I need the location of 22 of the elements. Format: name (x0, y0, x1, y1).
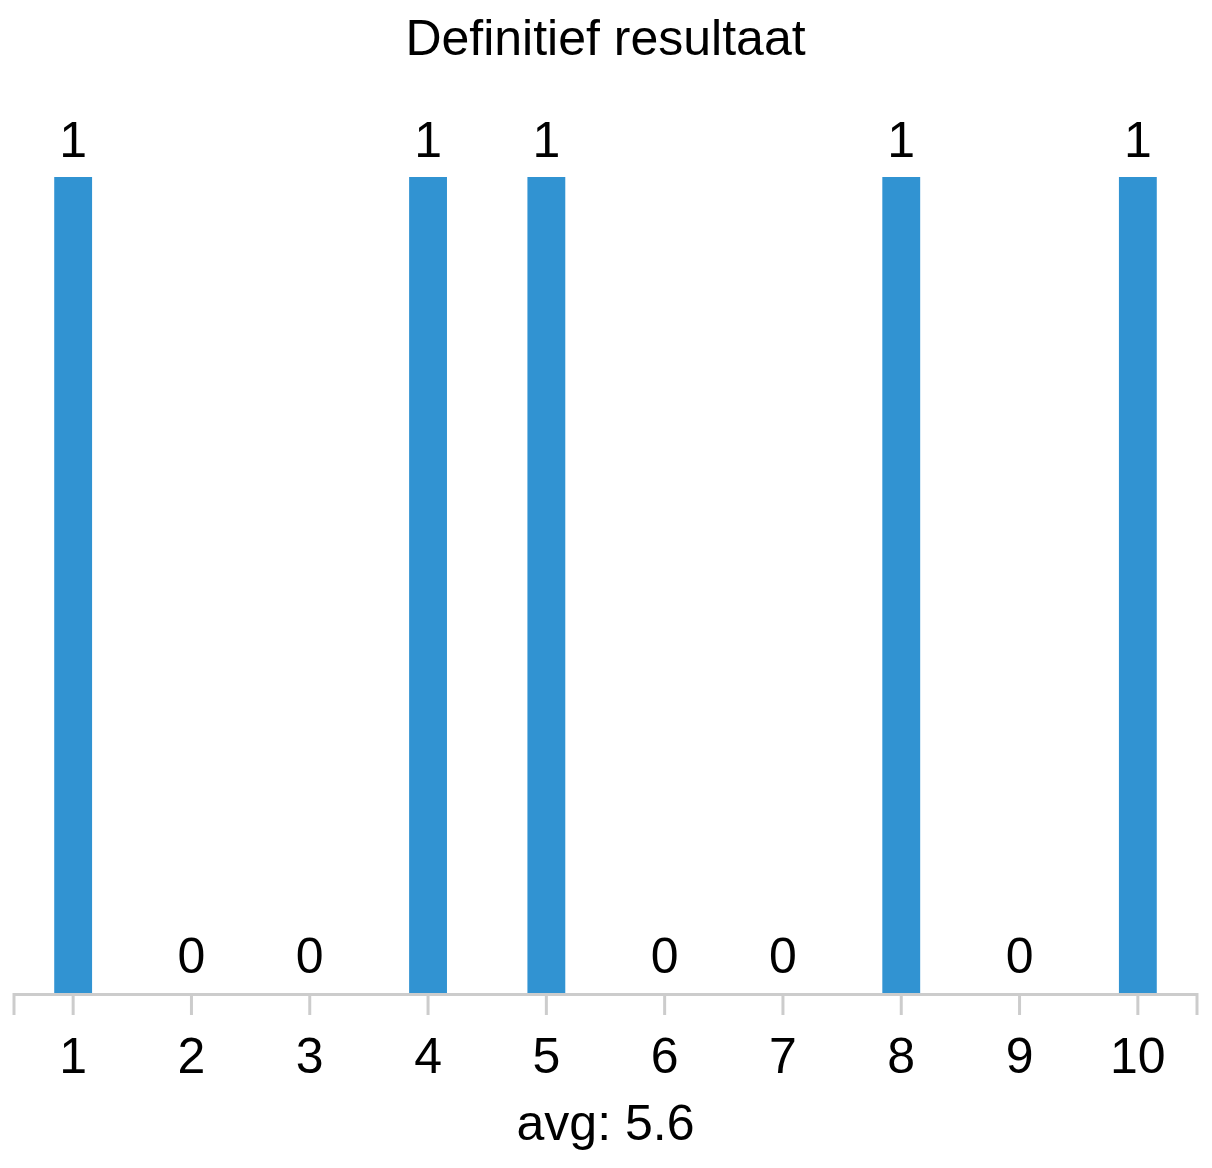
data-label: 0 (769, 928, 797, 984)
data-label: 1 (414, 112, 442, 168)
x-tick-label: 7 (769, 1028, 797, 1084)
data-label: 0 (295, 928, 324, 984)
data-label: 0 (177, 928, 206, 984)
chart-title: Definitief resultaat (405, 10, 806, 66)
x-tick-label: 9 (1005, 1028, 1034, 1084)
x-tick-label: 10 (1110, 1028, 1166, 1084)
data-label: 0 (650, 928, 679, 984)
data-label: 0 (1005, 928, 1034, 984)
data-label: 1 (59, 112, 88, 168)
data-label: 1 (887, 112, 916, 168)
text: avg: 5.6 (516, 1095, 695, 1151)
x-tick-label: 5 (532, 1028, 561, 1084)
x-tick-label: 3 (295, 1028, 324, 1084)
x-tick-label: 8 (887, 1028, 916, 1084)
data-label: 1 (532, 112, 561, 168)
x-tick-label: 1 (59, 1028, 88, 1084)
x-tick-label: 2 (177, 1028, 206, 1084)
data-label: 1 (1123, 112, 1152, 168)
x-tick-label: 4 (414, 1028, 442, 1084)
x-tick-label: 6 (650, 1028, 679, 1084)
